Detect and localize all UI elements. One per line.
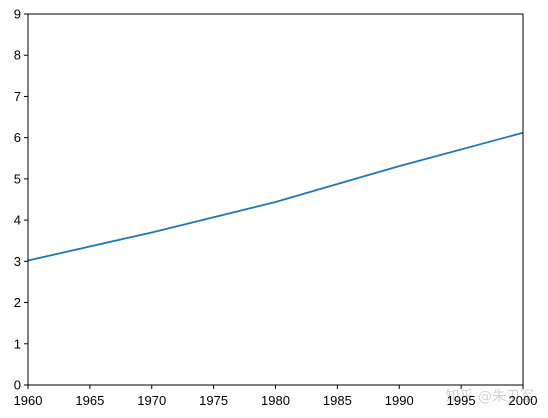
y-tick-label: 5 — [14, 171, 21, 186]
x-tick-label: 1975 — [199, 393, 228, 408]
y-tick-label: 8 — [14, 48, 21, 63]
x-tick-label: 1990 — [385, 393, 414, 408]
watermark-text: 知乎 @朱卫军 — [446, 388, 534, 405]
plot-frame — [27, 13, 524, 386]
series-line-0 — [27, 131, 524, 262]
y-tick-label: 3 — [14, 254, 21, 269]
x-tick-label: 1985 — [323, 393, 352, 408]
y-tick-label: 4 — [14, 213, 21, 228]
x-tick-label: 1970 — [137, 393, 166, 408]
y-tick-label: 1 — [14, 336, 21, 351]
y-tick-label: 7 — [14, 89, 21, 104]
x-axis: 1960 1965 1970 1975 1980 1985 1990 1995 2000 — [14, 385, 538, 408]
x-tick-label: 1965 — [75, 393, 104, 408]
x-tick-label: 1995 — [447, 393, 476, 408]
x-tick-label: 1960 — [14, 393, 43, 408]
y-tick-label: 6 — [14, 130, 21, 145]
plot-series — [27, 131, 524, 262]
y-tick-label: 0 — [14, 378, 21, 393]
x-tick-label: 1980 — [261, 393, 290, 408]
y-tick-label: 9 — [14, 7, 21, 22]
x-tick-label: 2000 — [509, 393, 538, 408]
y-tick-label: 2 — [14, 295, 21, 310]
y-axis: 0 1 2 3 4 5 6 7 8 9 — [14, 7, 28, 393]
